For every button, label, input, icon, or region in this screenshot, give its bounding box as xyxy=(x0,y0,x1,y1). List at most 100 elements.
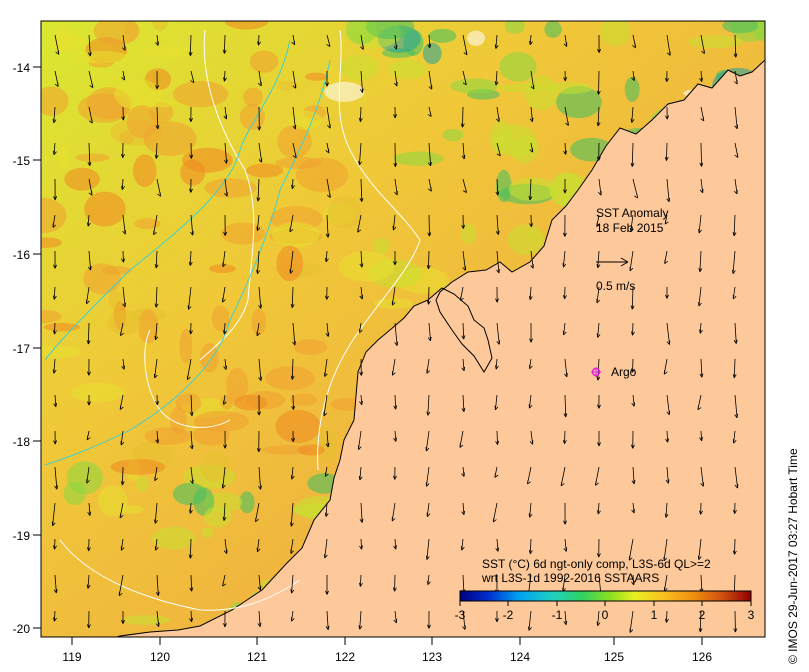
current-arrow xyxy=(256,538,261,553)
current-arrow xyxy=(256,322,261,337)
current-arrow xyxy=(562,250,567,268)
colorbar-tick: 0 xyxy=(602,608,609,622)
sst-patch xyxy=(209,264,236,274)
sst-patch xyxy=(460,223,477,244)
current-arrow xyxy=(87,142,92,166)
current-arrow xyxy=(290,286,295,309)
colorbar-tick: -3 xyxy=(455,608,466,622)
current-arrow xyxy=(118,574,124,597)
sst-patch xyxy=(497,83,547,92)
current-arrow xyxy=(291,610,295,622)
current-arrow xyxy=(666,34,671,56)
current-arrow xyxy=(359,70,364,93)
current-arrow xyxy=(223,70,227,82)
current-arrow xyxy=(665,286,669,299)
current-arrow xyxy=(391,358,396,376)
current-arrow xyxy=(392,574,397,592)
sst-patch xyxy=(63,481,86,505)
current-arrow xyxy=(120,466,125,486)
current-arrow xyxy=(462,178,467,193)
current-arrow xyxy=(462,610,466,630)
current-arrow xyxy=(459,430,464,448)
current-arrow xyxy=(189,322,193,335)
lon-tick-120: 120 xyxy=(150,650,170,664)
sst-patch xyxy=(70,382,125,403)
current-arrow xyxy=(733,70,738,85)
current-arrow xyxy=(461,322,466,340)
sst-patch xyxy=(64,167,100,191)
current-arrow xyxy=(462,70,467,86)
current-arrow xyxy=(699,142,704,167)
current-arrow xyxy=(156,178,162,197)
current-arrow xyxy=(598,178,602,196)
colorbar-ticks: -3 -2 -1 0 1 2 3 xyxy=(455,601,755,622)
lat-tick-19: -19 xyxy=(13,529,31,543)
current-arrow xyxy=(258,358,262,381)
current-arrow xyxy=(87,214,91,227)
current-arrow xyxy=(359,322,363,334)
sst-patch xyxy=(220,395,234,410)
current-arrow xyxy=(494,34,499,49)
current-arrow xyxy=(666,394,671,416)
current-arrow xyxy=(528,610,532,631)
lat-tick-17: -17 xyxy=(13,342,31,356)
current-arrow xyxy=(700,106,705,122)
current-arrow xyxy=(358,610,363,630)
current-arrow xyxy=(734,106,739,130)
current-arrow xyxy=(155,574,160,596)
sst-patch xyxy=(249,50,279,73)
current-arrow xyxy=(628,538,634,561)
current-arrow xyxy=(563,286,567,300)
current-arrow xyxy=(358,142,363,166)
lat-tick-20: -20 xyxy=(13,622,31,636)
sst-patch xyxy=(234,394,268,411)
sst-patch xyxy=(277,125,312,159)
sst-patch xyxy=(327,196,362,229)
current-arrow xyxy=(289,250,294,274)
current-arrow xyxy=(665,106,669,120)
current-arrow xyxy=(223,610,227,628)
current-arrow xyxy=(630,214,634,233)
lon-tick-126: 126 xyxy=(692,650,712,664)
current-arrow xyxy=(256,250,261,274)
sst-patch xyxy=(172,482,207,506)
current-arrow xyxy=(290,574,295,594)
scale-arrow-head xyxy=(620,257,629,267)
sst-patch xyxy=(200,343,219,373)
current-arrow xyxy=(255,502,260,523)
sst-patch xyxy=(277,80,298,91)
sst-patch xyxy=(41,197,67,234)
current-arrow xyxy=(665,610,669,623)
sst-patch xyxy=(251,308,267,336)
current-arrow xyxy=(697,394,702,411)
sst-patch xyxy=(290,393,318,406)
current-arrow xyxy=(359,358,364,376)
current-arrow xyxy=(426,502,431,517)
current-arrow xyxy=(427,322,432,342)
sst-patch xyxy=(544,21,562,38)
sst-patch xyxy=(193,410,249,432)
sst-patch xyxy=(41,86,69,116)
current-arrow xyxy=(425,466,430,487)
current-arrow xyxy=(358,466,363,481)
sst-patch xyxy=(275,409,321,444)
sst-patch xyxy=(372,238,391,254)
current-arrow xyxy=(394,322,399,346)
current-arrow xyxy=(563,538,568,552)
axes: 119 120 121 122 123 124 125 126 -14 -15 … xyxy=(13,61,713,664)
current-arrow xyxy=(666,178,671,203)
current-arrow xyxy=(52,286,57,300)
current-arrow xyxy=(153,214,158,236)
current-arrow xyxy=(189,610,193,623)
sst-patch xyxy=(295,157,349,193)
current-arrow xyxy=(325,574,329,595)
current-arrow xyxy=(53,574,58,594)
current-arrow xyxy=(189,502,193,514)
colorbar-tick: 1 xyxy=(651,608,658,622)
sst-patch xyxy=(135,476,149,492)
colorbar-tick: -1 xyxy=(552,608,563,622)
current-arrow xyxy=(54,70,59,87)
current-arrow xyxy=(359,574,363,587)
current-arrow xyxy=(53,178,58,201)
current-arrow xyxy=(494,466,499,478)
